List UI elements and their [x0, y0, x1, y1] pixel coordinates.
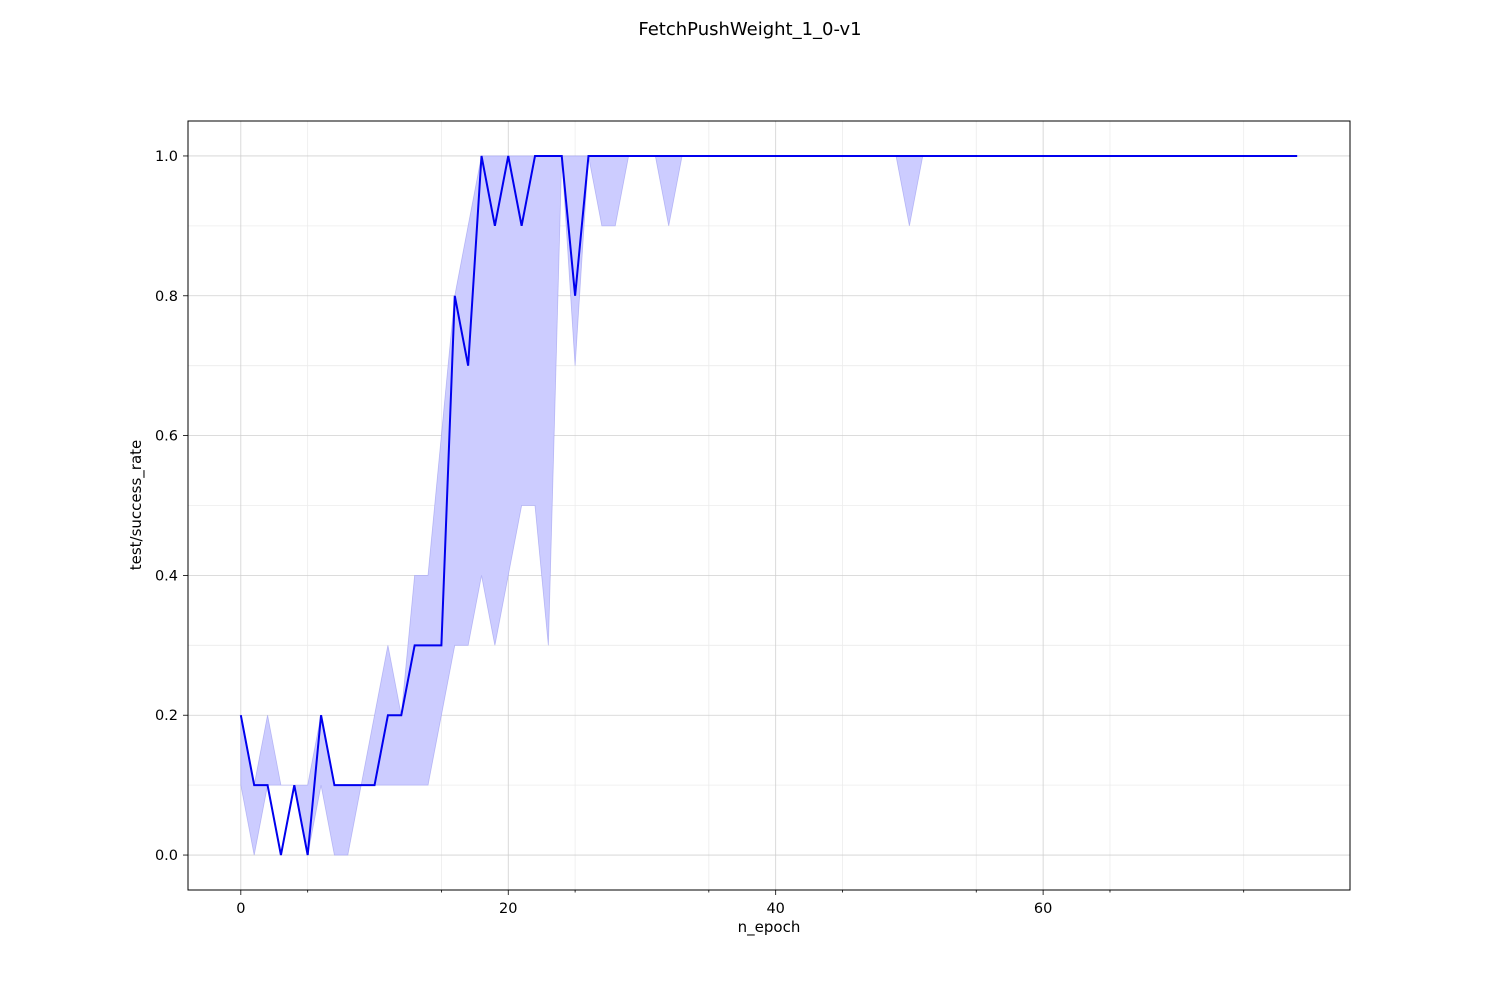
y-tick-label: 0.4 [155, 568, 178, 584]
y-tick-label: 0.6 [155, 429, 178, 445]
minor-gridlines [188, 121, 1350, 890]
y-tick-label: 1.0 [155, 149, 178, 165]
x-tick-label: 0 [236, 901, 245, 917]
y-tick-label: 0.2 [155, 708, 178, 724]
x-tick-label: 60 [1034, 901, 1052, 917]
y-axis-label: test/success_rate [127, 440, 146, 571]
y-tick-label: 0.0 [155, 848, 178, 864]
x-axis-label: n_epoch [738, 918, 801, 937]
y-tick-label: 0.8 [155, 289, 178, 305]
x-tick-label: 40 [766, 901, 784, 917]
series-line [239, 154, 1298, 856]
x-tick-label: 20 [499, 901, 517, 917]
x-axis: 0 20 40 60 [236, 890, 1245, 917]
chart-title: FetchPushWeight_1_0-v1 [638, 19, 861, 40]
y-axis: 0.0 0.2 0.4 0.6 0.8 1.0 [155, 149, 188, 864]
series-line-layer [239, 154, 1298, 856]
plot-frame [187, 120, 1351, 891]
